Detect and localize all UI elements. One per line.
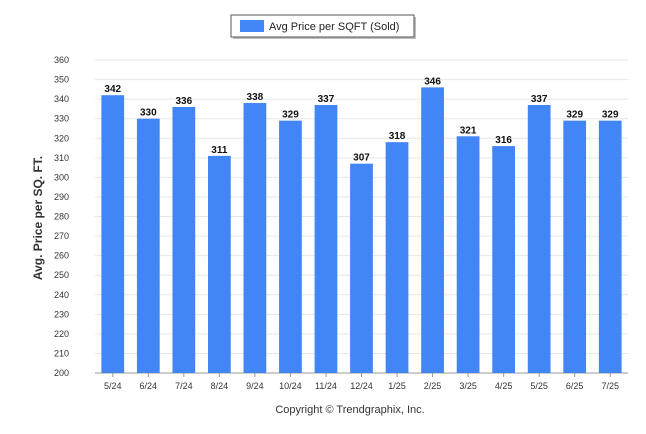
y-axis-ticks: 200 210 220 230 240 250 260 270 280 290 300 310 320 3… [54,55,69,378]
data-label: 337 [318,94,335,105]
legend-swatch [240,20,264,32]
legend-box [230,14,415,38]
y-tick-label: 240 [54,290,69,300]
x-tick-label: 11/24 [315,381,337,391]
y-tick-label: 270 [54,231,69,241]
bars [101,87,622,374]
x-tick-label: 2/25 [424,381,442,391]
y-tick-label: 350 [54,75,69,85]
y-tick-label: 200 [54,368,69,378]
legend: Avg Price per SQFT (Sold) [230,14,416,39]
legend-label: Avg Price per SQFT (Sold) [269,21,399,33]
x-tick-label: 12/24 [350,381,373,391]
x-tick-label: 7/24 [175,381,193,391]
y-axis-title: Avg. Price per SQ. FT. [31,156,45,280]
x-tick-label: 6/24 [140,381,158,391]
bar [350,163,373,373]
bar [207,155,231,373]
data-label: 346 [424,76,441,87]
y-tick-label: 210 [54,348,69,358]
data-labels: 342 330 336 311 338 329 337 307 318 346 321 316 337 3… [104,76,619,163]
x-tick-label: 9/24 [246,381,264,391]
y-tick-label: 290 [54,192,69,202]
data-label: 342 [104,84,121,95]
copyright-text: Copyright © Trendgraphix, Inc. [275,404,424,416]
data-label: 336 [175,96,192,107]
data-label: 337 [531,94,548,105]
y-tick-label: 330 [54,114,69,124]
bar [563,120,587,373]
y-tick-label: 360 [54,55,69,65]
bar [243,103,267,373]
y-tick-label: 320 [54,133,69,143]
bar [598,120,622,373]
data-label: 329 [282,110,299,121]
data-label: 316 [495,135,512,146]
y-tick-label: 340 [54,94,69,104]
x-tick-label: 4/25 [495,381,513,391]
bar [101,95,125,374]
bar [492,146,516,373]
y-tick-label: 300 [54,172,69,182]
bar [527,104,551,374]
data-label: 318 [389,131,406,142]
data-label: 307 [353,153,370,164]
bar [172,106,196,373]
x-tick-label: 1/25 [388,381,406,391]
y-tick-label: 250 [54,270,69,280]
data-label: 329 [566,110,583,121]
bar [456,136,480,373]
y-tick-label: 310 [54,153,69,163]
y-tick-label: 280 [54,212,69,222]
bar [421,87,444,373]
data-label: 321 [460,125,477,136]
y-tick-label: 230 [54,309,69,319]
x-tick-label: 6/25 [566,381,584,391]
x-tick-label: 10/24 [279,381,302,391]
x-axis-ticks: 5/24 6/24 7/24 8/24 9/24 10/24 11/24 12/24 1/25 2… [104,373,619,391]
bar [136,118,160,373]
x-tick-label: 7/25 [601,381,619,391]
bar [385,142,409,373]
x-tick-label: 5/24 [104,381,122,391]
y-tick-label: 220 [54,329,69,339]
data-label: 311 [211,145,228,156]
data-label: 330 [140,108,157,119]
data-label: 338 [247,92,264,103]
x-tick-label: 8/24 [211,381,229,391]
data-label: 329 [602,110,619,121]
bar [314,104,338,374]
x-tick-label: 5/25 [530,381,548,391]
bar [279,120,302,373]
x-tick-label: 3/25 [459,381,477,391]
y-tick-label: 260 [54,251,69,261]
